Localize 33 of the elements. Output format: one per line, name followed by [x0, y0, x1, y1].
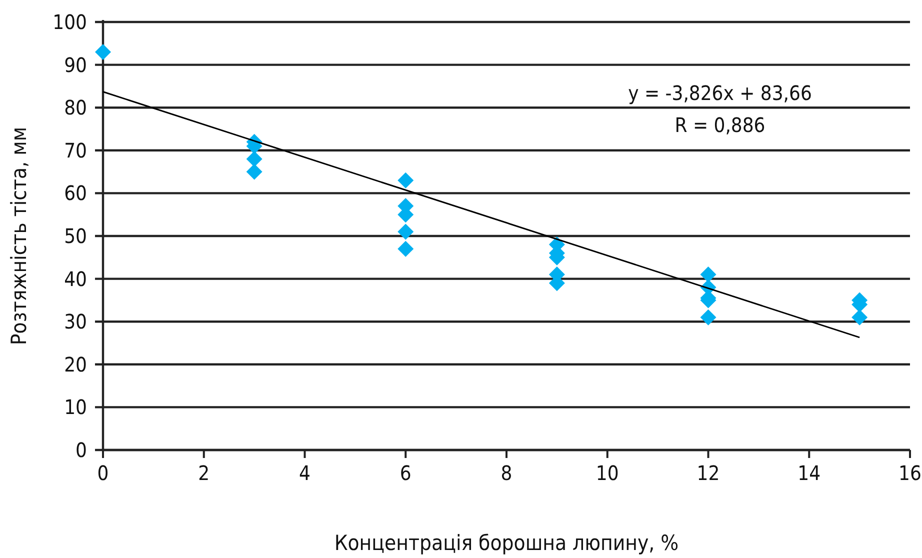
x-tick-label: 10 — [596, 461, 619, 485]
x-tick-label: 2 — [198, 461, 210, 485]
y-tick-label: 60 — [64, 181, 87, 206]
x-tick-label: 0 — [97, 461, 109, 485]
y-axis-title: Розтяжність тіста, мм — [7, 126, 31, 346]
annotation: y = -3,826x + 83,66 — [628, 81, 812, 105]
y-tick-label: 10 — [64, 395, 87, 420]
y-tick-label: 100 — [52, 10, 87, 34]
x-tick-label: 6 — [400, 461, 412, 485]
y-tick-label: 40 — [64, 266, 87, 291]
y-tick-label: 70 — [64, 138, 87, 162]
point — [700, 309, 716, 326]
x-tick-label: 8 — [500, 461, 512, 485]
y-tick-label: 90 — [64, 52, 87, 77]
annotation: R = 0,886 — [674, 113, 766, 137]
point — [246, 150, 262, 167]
y-tick-label: 50 — [64, 224, 87, 248]
point — [398, 240, 414, 257]
point — [700, 266, 716, 283]
x-tick-label: 16 — [898, 461, 922, 485]
y-tick-label: 20 — [64, 352, 87, 376]
point — [246, 164, 262, 180]
x-tick-label: 14 — [798, 461, 821, 485]
y-tick-label: 30 — [64, 310, 87, 334]
point — [95, 44, 111, 60]
point — [398, 224, 414, 240]
x-tick-label: 12 — [696, 461, 720, 485]
y-tick-label: 80 — [64, 96, 87, 120]
point — [852, 309, 868, 326]
x-tick-label: 4 — [299, 461, 310, 485]
x-axis-title: Концентрація борошна люпину, % — [334, 531, 679, 555]
point — [398, 172, 414, 188]
y-tick-label: 0 — [76, 438, 87, 462]
